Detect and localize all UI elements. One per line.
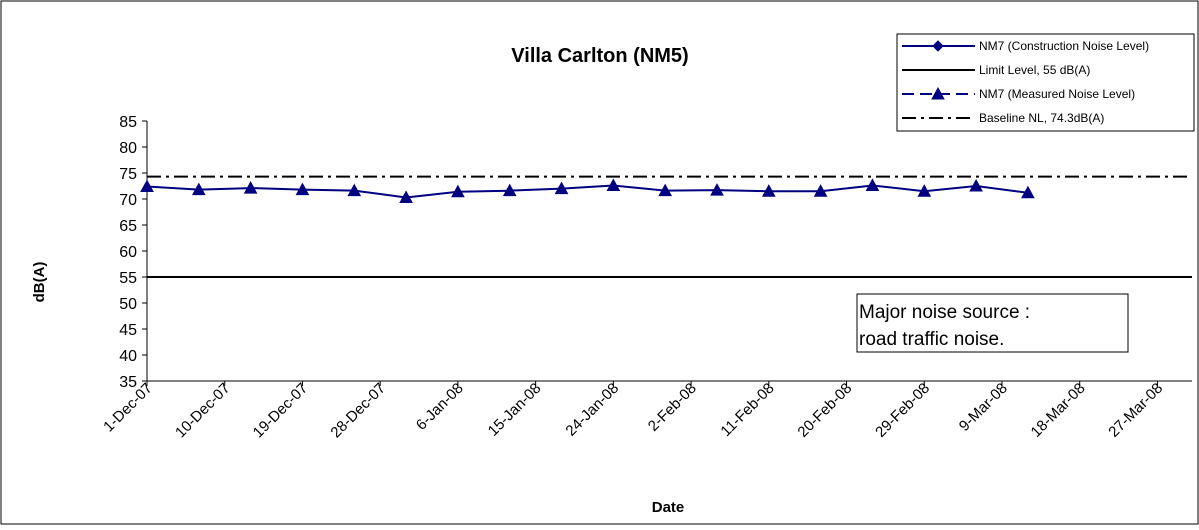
data-point: [140, 179, 154, 193]
data-point: [554, 181, 569, 195]
y-tick-label: 80: [119, 140, 137, 157]
legend-marker: [932, 40, 944, 52]
y-tick-label: 35: [119, 374, 137, 391]
legend-label: Baseline NL, 74.3dB(A): [979, 111, 1104, 125]
x-axis-label: Date: [652, 499, 685, 516]
data-point: [710, 183, 724, 196]
legend-label: Limit Level, 55 dB(A): [979, 63, 1090, 77]
y-tick-label: 65: [119, 218, 137, 235]
data-point: [295, 182, 310, 196]
data-point: [606, 178, 621, 191]
data-point: [399, 190, 413, 203]
series-line-nm7-measured-noise-level: [146, 184, 1029, 199]
y-tick-label: 85: [119, 114, 137, 131]
y-tick-label: 70: [119, 192, 137, 209]
y-tick-label: 40: [119, 348, 137, 365]
data-point: [502, 183, 517, 197]
annotation-line-1: Major noise source :: [859, 302, 1030, 323]
legend-label: NM7 (Measured Noise Level): [979, 87, 1135, 101]
data-point: [761, 184, 776, 197]
data-point: [813, 184, 828, 197]
data-point: [917, 184, 932, 197]
data-point: [658, 183, 673, 197]
data-point: [1021, 185, 1035, 199]
y-tick-label: 50: [119, 296, 137, 313]
annotation-box: Major noise source : road traffic noise.: [856, 293, 1129, 353]
data-point: [191, 182, 206, 196]
chart-title: Villa Carlton (NM5): [511, 45, 688, 67]
legend-marker: [931, 86, 945, 100]
data-point: [969, 178, 983, 192]
legend-items: NM7 (Construction Noise Level) Limit Leve…: [902, 39, 1149, 125]
annotation-line-2: road traffic noise.: [859, 329, 1004, 350]
y-tick-label: 60: [119, 244, 137, 261]
y-tick-label: 75: [119, 166, 137, 183]
y-axis-label: dB(A): [31, 262, 48, 303]
data-point: [451, 184, 465, 198]
y-tick-label: 55: [119, 270, 137, 287]
legend-frame: [896, 33, 1195, 132]
legend-label: NM7 (Construction Noise Level): [979, 39, 1149, 53]
y-tick-label: 45: [119, 322, 137, 339]
annotation-frame: [856, 293, 1129, 353]
legend: NM7 (Construction Noise Level) Limit Leve…: [896, 33, 1195, 132]
data-point: [243, 181, 258, 194]
data-point: [347, 183, 362, 197]
data-point: [865, 178, 880, 191]
